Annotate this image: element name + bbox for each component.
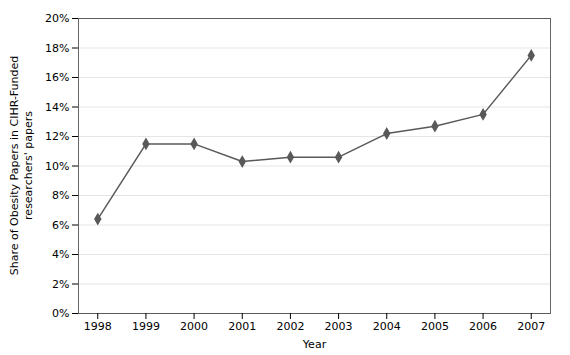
svg-text:2001: 2001 xyxy=(228,320,256,333)
svg-text:1999: 1999 xyxy=(132,320,160,333)
svg-text:1998: 1998 xyxy=(84,320,112,333)
svg-text:2%: 2% xyxy=(52,278,69,291)
svg-text:0%: 0% xyxy=(52,307,69,320)
svg-text:6%: 6% xyxy=(52,219,69,232)
svg-text:18%: 18% xyxy=(45,42,69,55)
svg-text:14%: 14% xyxy=(45,101,69,114)
svg-text:Year: Year xyxy=(302,338,327,351)
svg-text:2004: 2004 xyxy=(373,320,401,333)
svg-text:2000: 2000 xyxy=(180,320,208,333)
svg-text:2002: 2002 xyxy=(276,320,304,333)
svg-text:4%: 4% xyxy=(52,248,69,261)
svg-text:2006: 2006 xyxy=(469,320,497,333)
svg-text:20%: 20% xyxy=(45,12,69,25)
svg-text:10%: 10% xyxy=(45,160,69,173)
svg-text:2007: 2007 xyxy=(517,320,545,333)
svg-text:16%: 16% xyxy=(45,71,69,84)
svg-text:Share of Obesity Papers in CIH: Share of Obesity Papers in CIHR-Fundedre… xyxy=(8,56,35,276)
svg-text:2003: 2003 xyxy=(325,320,353,333)
svg-text:2005: 2005 xyxy=(421,320,449,333)
svg-text:12%: 12% xyxy=(45,130,69,143)
svg-text:8%: 8% xyxy=(52,189,69,202)
